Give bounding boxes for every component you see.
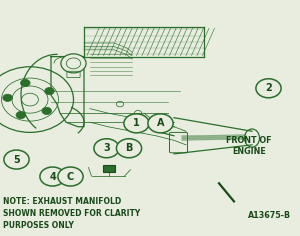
Circle shape	[3, 94, 12, 101]
Circle shape	[124, 114, 149, 133]
Circle shape	[94, 139, 119, 158]
Circle shape	[16, 111, 26, 119]
Text: 2: 2	[265, 83, 272, 93]
Text: A: A	[157, 118, 164, 128]
Text: C: C	[67, 172, 74, 181]
Text: B: B	[125, 143, 133, 153]
Circle shape	[40, 167, 65, 186]
Circle shape	[148, 114, 173, 133]
Circle shape	[4, 150, 29, 169]
Circle shape	[45, 88, 54, 95]
Circle shape	[116, 139, 142, 158]
Text: NOTE: EXHAUST MANIFOLD
SHOWN REMOVED FOR CLARITY
PURPOSES ONLY: NOTE: EXHAUST MANIFOLD SHOWN REMOVED FOR…	[3, 197, 140, 230]
Circle shape	[256, 79, 281, 98]
Circle shape	[42, 107, 52, 114]
Text: A13675-B: A13675-B	[248, 211, 291, 219]
Circle shape	[61, 54, 86, 73]
Circle shape	[20, 79, 30, 87]
Text: 3: 3	[103, 143, 110, 153]
Text: FRONT OF
ENGINE: FRONT OF ENGINE	[226, 136, 272, 156]
Text: 1: 1	[133, 118, 140, 128]
Circle shape	[58, 167, 83, 186]
Polygon shape	[51, 57, 84, 127]
Text: 5: 5	[13, 155, 20, 164]
FancyBboxPatch shape	[103, 165, 116, 173]
Text: 4: 4	[49, 172, 56, 181]
